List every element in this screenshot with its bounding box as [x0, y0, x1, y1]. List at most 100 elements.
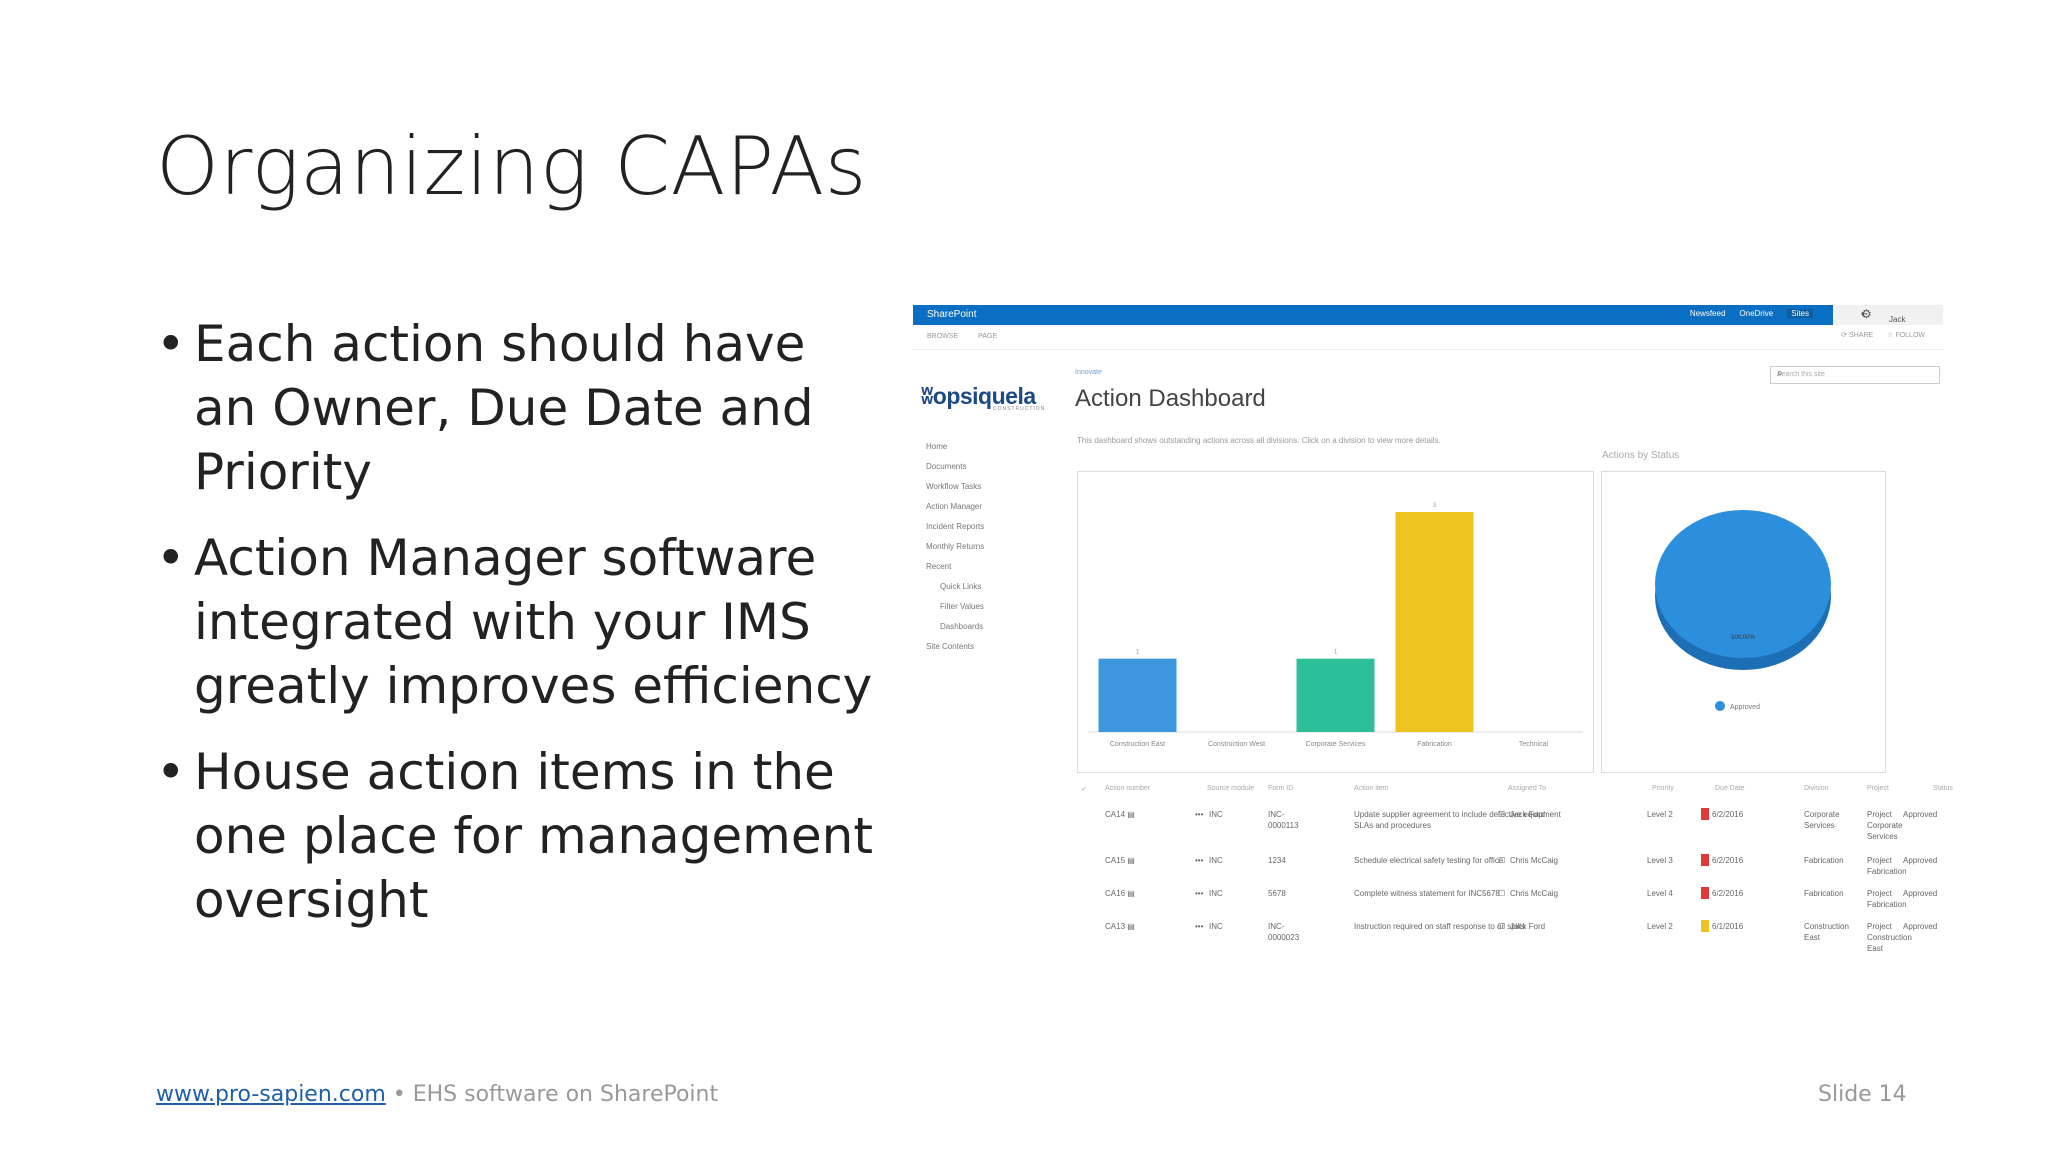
footer-link[interactable]: www.pro-sapien.com: [156, 1082, 386, 1107]
form-id: 1234: [1268, 856, 1286, 865]
share-icon: ⟳: [1841, 332, 1848, 339]
column-header[interactable]: Assigned To: [1508, 785, 1547, 792]
source-module: INC: [1209, 810, 1223, 819]
nav-recent[interactable]: Recent: [926, 562, 952, 571]
bullet-item: • Action Manager software integrated with…: [156, 526, 876, 718]
column-header[interactable]: Due Date: [1715, 785, 1745, 792]
gear-icon[interactable]: ⚙: [1861, 307, 1872, 321]
search-placeholder: Search this site: [1777, 371, 1825, 378]
nav-documents[interactable]: Documents: [926, 462, 967, 471]
nav-home[interactable]: Home: [926, 442, 948, 451]
share-button[interactable]: ⟳ SHARE: [1841, 331, 1873, 339]
select-all-checkbox[interactable]: ✓: [1081, 786, 1087, 793]
action-number-link[interactable]: CA16 ▤: [1105, 889, 1135, 898]
priority-flag-icon: [1701, 808, 1709, 820]
status: Approved: [1903, 922, 1938, 931]
breadcrumb[interactable]: Innovate: [1075, 369, 1102, 376]
bar-data-label: 1: [1334, 650, 1338, 656]
assigned-checkbox[interactable]: ☐: [1498, 856, 1506, 865]
suite-bar: SharePoint Newsfeed OneDrive Sites Jack …: [913, 305, 1943, 333]
nav-workflow-tasks[interactable]: Workflow Tasks: [926, 482, 982, 491]
pie-data-label: 100.00%: [1731, 635, 1755, 641]
nav-dashboards[interactable]: Dashboards: [940, 622, 984, 631]
column-header[interactable]: Priority: [1652, 785, 1674, 792]
source-module: INC: [1209, 856, 1223, 865]
slide-number: Slide 14: [1818, 1082, 1907, 1107]
nav-incident-reports[interactable]: Incident Reports: [926, 522, 985, 531]
bullet-list: • Each action should have an Owner, Due D…: [156, 312, 876, 954]
sites-link[interactable]: Sites: [1787, 309, 1813, 318]
action-number-link[interactable]: CA13 ▤: [1105, 922, 1135, 931]
dashboard-intro: This dashboard shows outstanding actions…: [1077, 436, 1441, 445]
assigned-to: Jack Ford: [1510, 810, 1546, 819]
user-menu[interactable]: Jack Ford ▾ ⚙: [1833, 305, 1943, 333]
priority-flag-icon: [1701, 854, 1709, 866]
priority: Level 2: [1647, 810, 1673, 819]
footer: www.pro-sapien.com • EHS software on Sha…: [156, 1082, 718, 1107]
priority-flag-icon: [1701, 920, 1709, 932]
site-logo[interactable]: ʬopsiquela: [921, 383, 1036, 410]
bullet-dot-icon: •: [156, 743, 186, 801]
onedrive-link[interactable]: OneDrive: [1739, 309, 1774, 318]
column-header[interactable]: Form ID: [1268, 785, 1294, 792]
follow-button[interactable]: ☆ FOLLOW: [1887, 331, 1925, 339]
nav-site-contents[interactable]: Site Contents: [926, 642, 975, 651]
assigned-to: Chris McCaig: [1510, 889, 1559, 898]
nav-quick-links[interactable]: Quick Links: [940, 582, 982, 591]
ribbon: BROWSE PAGE ⟳ SHARE ☆ FOLLOW: [913, 325, 1943, 350]
form-id: 5678: [1268, 889, 1286, 898]
due-date: 6/1/2016: [1712, 922, 1744, 931]
assigned-checkbox[interactable]: ☐: [1498, 810, 1506, 819]
legend-label-approved: Approved: [1730, 704, 1760, 711]
action-number-link[interactable]: CA14 ▤: [1105, 810, 1135, 819]
priority: Level 4: [1647, 889, 1673, 898]
column-header[interactable]: Division: [1804, 785, 1829, 792]
column-header[interactable]: Source module: [1207, 785, 1255, 792]
column-header[interactable]: Project: [1867, 785, 1889, 792]
nav-filter-values[interactable]: Filter Values: [940, 602, 984, 611]
logo-mark-icon: ʬ: [921, 383, 933, 409]
action-item[interactable]: Update supplier agreement to include def…: [1354, 810, 1561, 830]
bullet-item: • House action items in the one place for…: [156, 740, 876, 932]
tab-browse[interactable]: BROWSE: [927, 333, 959, 340]
search-input[interactable]: Search this site ⌕: [1770, 366, 1940, 384]
actions-by-status-chart: 100.00% Approved: [1601, 471, 1886, 773]
column-header[interactable]: Status: [1933, 785, 1953, 792]
nav-action-manager[interactable]: Action Manager: [926, 502, 983, 511]
share-label: SHARE: [1849, 332, 1874, 339]
newsfeed-link[interactable]: Newsfeed: [1689, 309, 1726, 318]
action-item[interactable]: Schedule electrical safety testing for o…: [1354, 856, 1504, 865]
x-tick-label: Corporate Services: [1306, 741, 1366, 748]
action-number-link[interactable]: CA15 ▤: [1105, 856, 1135, 865]
action-item[interactable]: Complete witness statement for INC5678: [1354, 889, 1500, 898]
column-header[interactable]: Action number: [1105, 785, 1151, 792]
sharepoint-brand[interactable]: SharePoint: [927, 309, 977, 320]
status: Approved: [1903, 889, 1938, 898]
tab-page[interactable]: PAGE: [978, 333, 998, 340]
row-menu-icon[interactable]: •••: [1195, 922, 1204, 931]
division: Construction East: [1804, 922, 1849, 942]
row-menu-icon[interactable]: •••: [1195, 810, 1204, 819]
status: Approved: [1903, 810, 1938, 819]
assigned-to: Chris McCaig: [1510, 856, 1559, 865]
assigned-checkbox[interactable]: ☐: [1498, 922, 1506, 931]
division: Fabrication: [1804, 856, 1844, 865]
x-tick-label: Construction East: [1110, 741, 1165, 748]
suite-links: Newsfeed OneDrive Sites: [1690, 309, 1813, 318]
source-module: INC: [1209, 889, 1223, 898]
action-item[interactable]: Instruction required on staff response t…: [1354, 922, 1526, 931]
project: Project Corporate Services: [1867, 810, 1903, 841]
actions-by-division-chart: 1 Construction East Construction West 1 Corp…: [1077, 471, 1594, 773]
division: Corporate Services: [1804, 810, 1840, 830]
search-icon[interactable]: ⌕: [1777, 368, 1783, 379]
column-header[interactable]: Action item: [1354, 785, 1389, 792]
project: Project Fabrication: [1867, 889, 1907, 909]
row-menu-icon[interactable]: •••: [1195, 856, 1204, 865]
bar-data-label: 3: [1433, 503, 1437, 509]
bar-2: [1296, 658, 1375, 732]
bullet-dot-icon: •: [156, 529, 186, 587]
x-tick-label: Fabrication: [1417, 741, 1452, 748]
nav-monthly-returns[interactable]: Monthly Returns: [926, 542, 985, 551]
row-menu-icon[interactable]: •••: [1195, 889, 1204, 898]
assigned-checkbox[interactable]: ☐: [1498, 889, 1506, 898]
